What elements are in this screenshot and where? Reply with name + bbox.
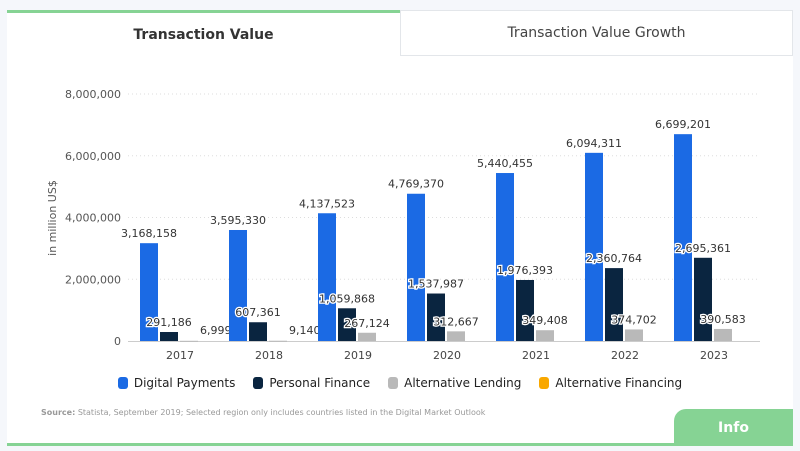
bar-digital-payments bbox=[407, 193, 425, 341]
data-label: 2,695,361 bbox=[675, 242, 731, 255]
legend-swatch bbox=[253, 377, 264, 389]
source-text: Statista, September 2019; Selected regio… bbox=[77, 408, 486, 417]
bar-alternative-lending bbox=[180, 340, 198, 342]
bar-personal-finance bbox=[249, 322, 267, 341]
data-label: 3,168,158 bbox=[121, 227, 177, 240]
bar-personal-finance bbox=[516, 279, 534, 341]
data-label: 4,769,370 bbox=[388, 178, 444, 191]
info-button[interactable]: Info bbox=[674, 409, 793, 446]
y-tick-label: 2,000,000 bbox=[65, 273, 121, 286]
y-tick-label: 4,000,000 bbox=[65, 212, 121, 225]
bar-personal-finance bbox=[694, 257, 712, 341]
tab-transaction-value-growth[interactable]: Transaction Value Growth bbox=[400, 10, 793, 56]
data-label: 6,699,201 bbox=[655, 118, 711, 131]
legend-swatch bbox=[117, 377, 128, 389]
bar-personal-finance bbox=[605, 268, 623, 341]
legend-item[interactable]: Personal Finance bbox=[253, 376, 370, 390]
y-axis-label: in million US$ bbox=[46, 180, 59, 256]
x-tick-label: 2023 bbox=[700, 349, 728, 362]
legend-label: Digital Payments bbox=[133, 376, 236, 390]
chart-card: Transaction Value Transaction Value Grow… bbox=[7, 10, 793, 446]
legend-item[interactable]: Digital Payments bbox=[117, 376, 236, 390]
x-tick-label: 2017 bbox=[166, 349, 194, 362]
bar-digital-payments bbox=[318, 213, 336, 341]
bar-personal-finance bbox=[338, 308, 356, 341]
x-tick-label: 2020 bbox=[433, 349, 461, 362]
bar-alternative-lending bbox=[269, 340, 287, 342]
data-label: 3,595,330 bbox=[210, 214, 266, 227]
y-tick-label: 6,000,000 bbox=[65, 150, 121, 163]
legend: Digital Payments Personal Finance Alternat… bbox=[0, 376, 800, 390]
data-label: 374,702 bbox=[611, 313, 657, 326]
y-tick-label: 8,000,000 bbox=[65, 88, 121, 101]
legend-label: Personal Finance bbox=[269, 376, 371, 390]
x-tick-label: 2018 bbox=[255, 349, 283, 362]
data-label: 607,361 bbox=[235, 306, 281, 319]
data-label: 9,140 bbox=[289, 324, 321, 337]
source-note: Source: Statista, September 2019; Select… bbox=[41, 408, 485, 417]
tab-transaction-value[interactable]: Transaction Value bbox=[7, 10, 400, 56]
data-label: 6,999 bbox=[200, 324, 232, 337]
bar-personal-finance bbox=[160, 332, 178, 341]
y-tick-label: 0 bbox=[114, 335, 121, 348]
data-label: 267,124 bbox=[344, 317, 390, 330]
data-label: 1,537,987 bbox=[408, 278, 464, 291]
legend-swatch bbox=[388, 377, 399, 389]
bar-alternative-lending bbox=[714, 328, 732, 341]
data-label: 4,137,523 bbox=[299, 197, 355, 210]
data-label: 5,440,455 bbox=[477, 157, 533, 170]
data-label: 349,408 bbox=[522, 314, 568, 327]
bar-digital-payments bbox=[585, 152, 603, 341]
x-tick-label: 2021 bbox=[522, 349, 550, 362]
bar-alternative-lending bbox=[625, 329, 643, 341]
bar-digital-payments bbox=[229, 229, 247, 341]
legend-swatch bbox=[539, 377, 550, 389]
data-label: 291,186 bbox=[146, 316, 192, 329]
bar-alternative-lending bbox=[447, 331, 465, 341]
x-tick-label: 2019 bbox=[344, 349, 372, 362]
x-tick-label: 2022 bbox=[611, 349, 639, 362]
data-label: 1,059,868 bbox=[319, 292, 375, 305]
bar-personal-finance bbox=[427, 293, 445, 341]
legend-item[interactable]: Alternative Financing bbox=[539, 376, 682, 390]
bar-digital-payments bbox=[496, 173, 514, 341]
legend-label: Alternative Lending bbox=[404, 376, 522, 390]
source-label: Source: bbox=[41, 408, 76, 417]
data-label: 1,976,393 bbox=[497, 264, 553, 277]
bar-digital-payments bbox=[674, 134, 692, 341]
data-label: 390,583 bbox=[700, 313, 746, 326]
bar-alternative-lending bbox=[358, 332, 376, 341]
bar-digital-payments bbox=[140, 243, 158, 341]
legend-item[interactable]: Alternative Lending bbox=[388, 376, 521, 390]
data-label: 6,094,311 bbox=[566, 137, 622, 150]
legend-label: Alternative Financing bbox=[555, 376, 683, 390]
data-label: 312,667 bbox=[433, 315, 479, 328]
data-label: 2,360,764 bbox=[586, 252, 642, 265]
bar-alternative-lending bbox=[536, 330, 554, 341]
